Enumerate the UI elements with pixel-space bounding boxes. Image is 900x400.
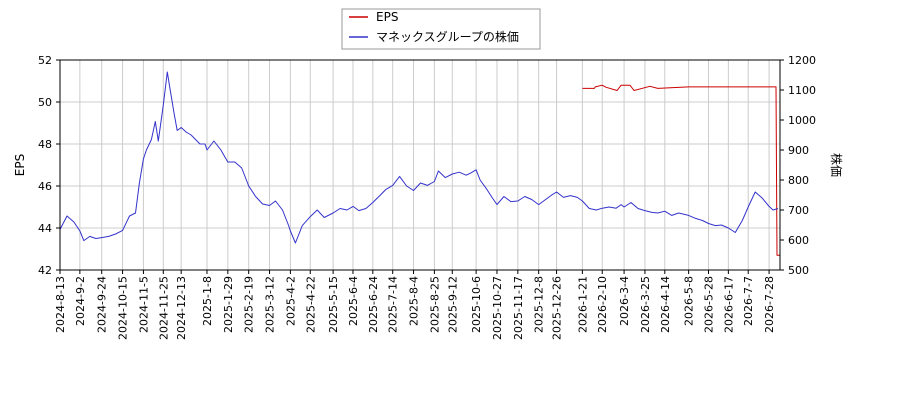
x-tick-label: 2024-9-24	[96, 276, 109, 333]
x-tick-label: 2025-4-22	[304, 276, 317, 333]
x-tick-label: 2025-1-8	[201, 276, 214, 326]
y-axis-left-title: EPS	[13, 154, 27, 176]
y-right-tick-label: 1200	[788, 54, 816, 67]
x-tick-label: 2024-8-13	[54, 276, 67, 333]
x-tick-label: 2025-10-27	[491, 276, 504, 340]
y-left-tick-label: 44	[38, 222, 52, 235]
x-tick-label: 2026-1-21	[576, 276, 589, 333]
x-tick-label: 2026-2-10	[596, 276, 609, 333]
x-tick-label: 2025-10-6	[470, 276, 483, 333]
series-line-0	[582, 84, 780, 256]
x-tick-label: 2024-9-2	[74, 276, 87, 326]
series-line-1	[59, 71, 779, 244]
x-tick-label: 2026-4-14	[659, 276, 672, 333]
y-left-tick-label: 46	[38, 180, 52, 193]
y-left-tick-label: 48	[38, 138, 52, 151]
plot-frame	[59, 59, 781, 271]
x-tick-label: 2025-11-17	[512, 276, 525, 340]
x-tick-label: 2026-7-28	[763, 276, 776, 333]
x-tick-label: 2024-11-5	[137, 276, 150, 333]
x-tick-label: 2025-1-29	[222, 276, 235, 333]
x-axis: 2024-8-13 2024-9-2 2024-9-24 2024-10-15 2024…	[54, 270, 776, 340]
y-left-tick-label: 42	[38, 264, 52, 277]
x-tick-label: 2024-10-15	[117, 276, 130, 340]
x-tick-label: 2025-2-19	[243, 276, 256, 333]
x-tick-label: 2025-4-2	[284, 276, 297, 326]
x-tick-label: 2026-7-7	[742, 276, 755, 326]
x-tick-label: 2026-3-4	[618, 276, 631, 326]
x-tick-label: 2025-3-12	[264, 276, 277, 333]
y-right-tick-label: 800	[788, 174, 809, 187]
x-tick-label: 2024-11-25	[157, 276, 170, 340]
y-right-tick-label: 1100	[788, 84, 816, 97]
y-right-tick-label: 500	[788, 264, 809, 277]
series-lines	[59, 71, 780, 256]
x-tick-label: 2026-5-28	[702, 276, 715, 333]
legend: EPS マネックスグループの株価	[341, 8, 541, 50]
x-tick-label: 2025-8-4	[408, 276, 421, 326]
legend-label-eps: EPS	[376, 10, 398, 24]
y-axis-right-title: 株価	[829, 153, 844, 177]
x-tick-label: 2025-8-25	[428, 276, 441, 333]
x-tick-label: 2026-5-8	[683, 276, 696, 326]
y-axis-left: 42 44 46 48 50 52	[38, 54, 60, 277]
y-right-tick-label: 600	[788, 234, 809, 247]
y-right-tick-label: 900	[788, 144, 809, 157]
x-tick-label: 2026-6-17	[722, 276, 735, 333]
x-tick-label: 2025-9-12	[446, 276, 459, 333]
y-axis-right: 500 600 700 800 900 1000 1100 1200	[780, 54, 816, 277]
x-tick-label: 2025-7-14	[387, 276, 400, 333]
x-tick-label: 2025-12-26	[551, 276, 564, 340]
legend-label-stock-price: マネックスグループの株価	[376, 29, 519, 44]
x-tick-label: 2024-12-13	[175, 276, 188, 340]
grid	[59, 59, 780, 271]
x-tick-label: 2026-3-25	[639, 276, 652, 333]
y-right-tick-label: 700	[788, 204, 809, 217]
y-left-tick-label: 50	[38, 96, 52, 109]
x-tick-label: 2025-6-4	[347, 276, 360, 326]
x-tick-label: 2025-5-15	[327, 276, 340, 333]
y-right-tick-label: 1000	[788, 114, 816, 127]
x-tick-label: 2025-12-8	[533, 276, 546, 333]
y-left-tick-label: 52	[38, 54, 52, 67]
x-tick-label: 2025-6-24	[367, 276, 380, 333]
legend-box	[341, 8, 541, 50]
